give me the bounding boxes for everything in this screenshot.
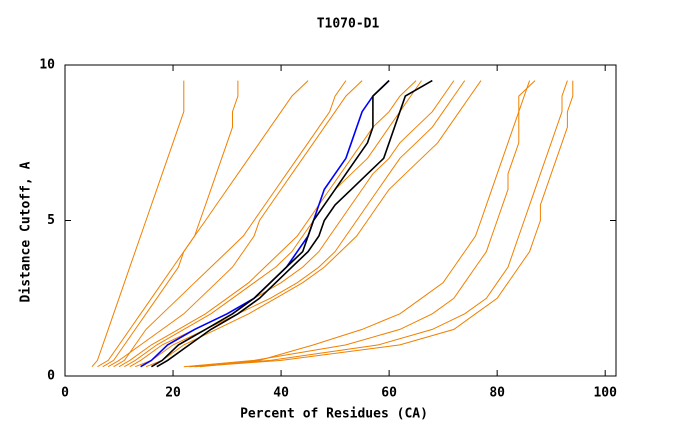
- gdt-line: [194, 80, 574, 368]
- chart-title: T1070-D1: [317, 17, 380, 32]
- y-tick-label: 0: [47, 369, 55, 384]
- x-tick-label: 40: [273, 386, 289, 401]
- y-tick-label: 10: [39, 58, 55, 73]
- x-tick-label: 100: [593, 386, 617, 401]
- gdt-line: [156, 79, 433, 368]
- gdt-line: [102, 80, 239, 368]
- x-axis-label: Percent of Residues (CA): [240, 407, 428, 422]
- gdt-line: [91, 80, 185, 368]
- gdt-line: [140, 80, 390, 368]
- x-tick-label: 60: [381, 386, 397, 401]
- gdt-line: [113, 80, 347, 368]
- gdt-line: [183, 80, 531, 368]
- gdt-line: [150, 80, 390, 368]
- y-tick-label: 5: [47, 213, 55, 228]
- y-axis-label: Distance Cutoff, A: [19, 161, 34, 302]
- gdt-line: [135, 80, 466, 368]
- gdt-line: [189, 80, 568, 368]
- gdt-line: [145, 80, 482, 368]
- gdt-line: [107, 80, 363, 368]
- x-tick-label: 0: [61, 386, 69, 401]
- x-tick-label: 20: [165, 386, 181, 401]
- gdt-line: [129, 80, 455, 368]
- x-tick-label: 80: [489, 386, 505, 401]
- gdt-line: [97, 80, 309, 368]
- gdt-line: [118, 80, 417, 368]
- gdt-line: [199, 80, 536, 368]
- gdt-line: [124, 80, 422, 368]
